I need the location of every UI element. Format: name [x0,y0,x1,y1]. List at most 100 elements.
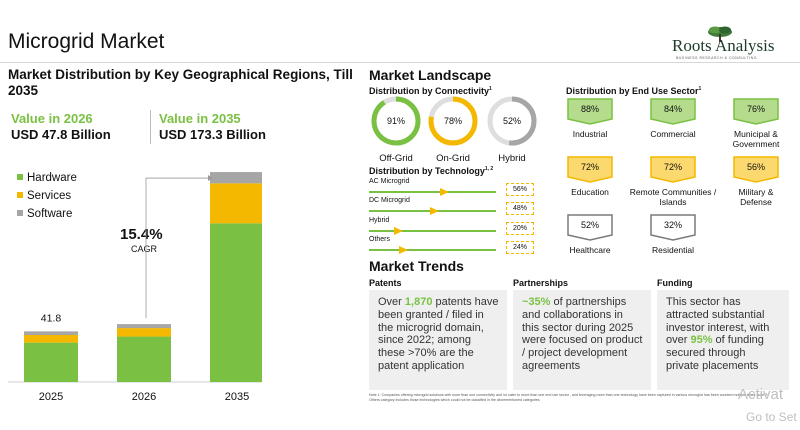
donut-value: 52% [503,116,521,126]
legend-services-swatch [17,192,23,198]
cagr-label: CAGR [131,244,158,254]
end-use-label: Remote Communities / Islands [629,187,717,207]
tech-row-3: Hybrid 20% [369,217,537,237]
data-label-2025: 41.8 [41,312,62,324]
tech-label: DC Microgrid [369,197,410,204]
badge-shape [567,98,613,125]
end-use-badge-5: 72% [649,155,697,183]
tech-value: 20% [506,222,534,235]
tech-row-4: Others 24% [369,236,537,256]
end-use-label: Healthcare [569,245,611,255]
legend-software-label: Software [27,208,73,220]
x-tick-2025: 2025 [39,391,63,403]
tech-marker [429,207,439,215]
bar-2026-services [117,328,171,337]
partnerships-card: ~35% of partnerships and collaborations … [513,290,651,390]
tech-value: 56% [506,183,534,196]
bar-2035-services [210,183,262,224]
end-use-badge-4: 72% [566,155,614,183]
tech-bar-track [369,191,496,193]
donut-arc-on-grid [428,96,478,146]
end-use-value: 76% [746,104,765,114]
header-divider [0,62,800,63]
end-use-badge-2: 84% [649,97,697,125]
legend-hardware-swatch [17,174,23,180]
footnote: Note 1: Companies offering microgrid sol… [369,393,769,402]
trends-title: Market Trends [369,258,464,274]
technology-title: Distribution by Technology1, 2 [369,166,494,176]
end-use-badge-1: 88% [566,97,614,125]
x-tick-2035: 2035 [225,391,249,403]
connectivity-title: Distribution by Connectivity1 [369,86,492,96]
donut-value: 91% [387,116,405,126]
end-use-label: Municipal & Government [732,129,780,149]
bar-2025-hardware [24,342,78,382]
bar-2035-software [210,172,262,184]
legend-hardware: Hardware [17,172,77,184]
partnerships-heading: Partnerships [513,278,569,288]
logo-name: Roots Analysis [672,36,775,55]
badge-shape [567,156,613,183]
funding-heading: Funding [657,278,693,288]
funding-card: This sector has attracted substantial in… [657,290,789,390]
badge-shape [567,214,613,241]
end-use-label: Commercial [650,129,696,139]
end-use-value: 88% [580,104,599,114]
donut-label: On-Grid [436,153,470,164]
x-tick-2026: 2026 [132,391,156,403]
tech-label: Hybrid [369,217,390,224]
tech-row-1: AC Microgrid 56% [369,178,537,198]
end-use-value: 52% [580,220,599,230]
tech-value: 24% [506,241,534,254]
tech-value: 48% [506,202,534,215]
badge-shape [650,98,696,125]
chart-heading: Market Distribution by Key Geographical … [8,67,353,98]
patents-heading: Patents [369,278,402,288]
end-use-badge-7: 52% [566,213,614,241]
end-use-badge-8: 32% [649,213,697,241]
patents-card: Over 1,870 patents have been granted / f… [369,290,507,390]
value-2026-amount: USD 47.8 Billion [11,127,111,142]
badge-shape [733,98,779,125]
activation-watermark: Activat [738,386,784,403]
tech-bar-track [369,249,496,251]
legend-services-label: Services [27,190,72,202]
activation-watermark-sub: Go to Set [746,410,797,424]
logo-tagline: BUSINESS RESEARCH & CONSULTING [676,56,758,60]
value-2035-label: Value in 2035 [159,111,241,126]
badge-shape [650,214,696,241]
donut-value: 78% [444,116,462,126]
value-2035-amount: USD 173.3 Billion [159,127,266,142]
tech-marker [440,188,450,196]
end-use-value: 72% [663,162,682,172]
end-use-value: 84% [663,104,682,114]
donut-on-grid: 78% On-Grid [423,96,483,164]
cagr-arrow-head [208,175,213,182]
legend-software-swatch [17,210,23,216]
end-use-title: Distribution by End Use Sector1 [566,86,702,96]
tree-icon [708,26,732,42]
end-use-value: 32% [663,220,682,230]
end-use-badge-3: 76% [732,97,780,125]
tech-label: AC Microgrid [369,178,410,185]
bar-2035-hardware [210,223,262,382]
donut-arc-off-grid [371,96,421,146]
donut-hybrid: 52% Hybrid [482,96,542,164]
cagr-value: 15.4% [120,226,163,243]
end-use-value: 72% [580,162,599,172]
cagr-connector [145,177,208,319]
bar-2026-software [117,324,171,329]
bar-2025-software [24,331,78,335]
page-title: Microgrid Market [8,30,165,53]
legend-services: Services [17,190,71,202]
legend-software: Software [17,208,72,220]
tech-marker [394,227,404,235]
end-use-label: Military & Defense [738,187,774,207]
donut-off-grid: 91% Off-Grid [366,96,426,164]
badge-shape [733,156,779,183]
end-use-label: Industrial [572,129,608,139]
tech-marker [399,246,409,254]
donut-label: Hybrid [498,153,526,164]
donut-label: Off-Grid [379,153,413,164]
end-use-badge-6: 56% [732,155,780,183]
